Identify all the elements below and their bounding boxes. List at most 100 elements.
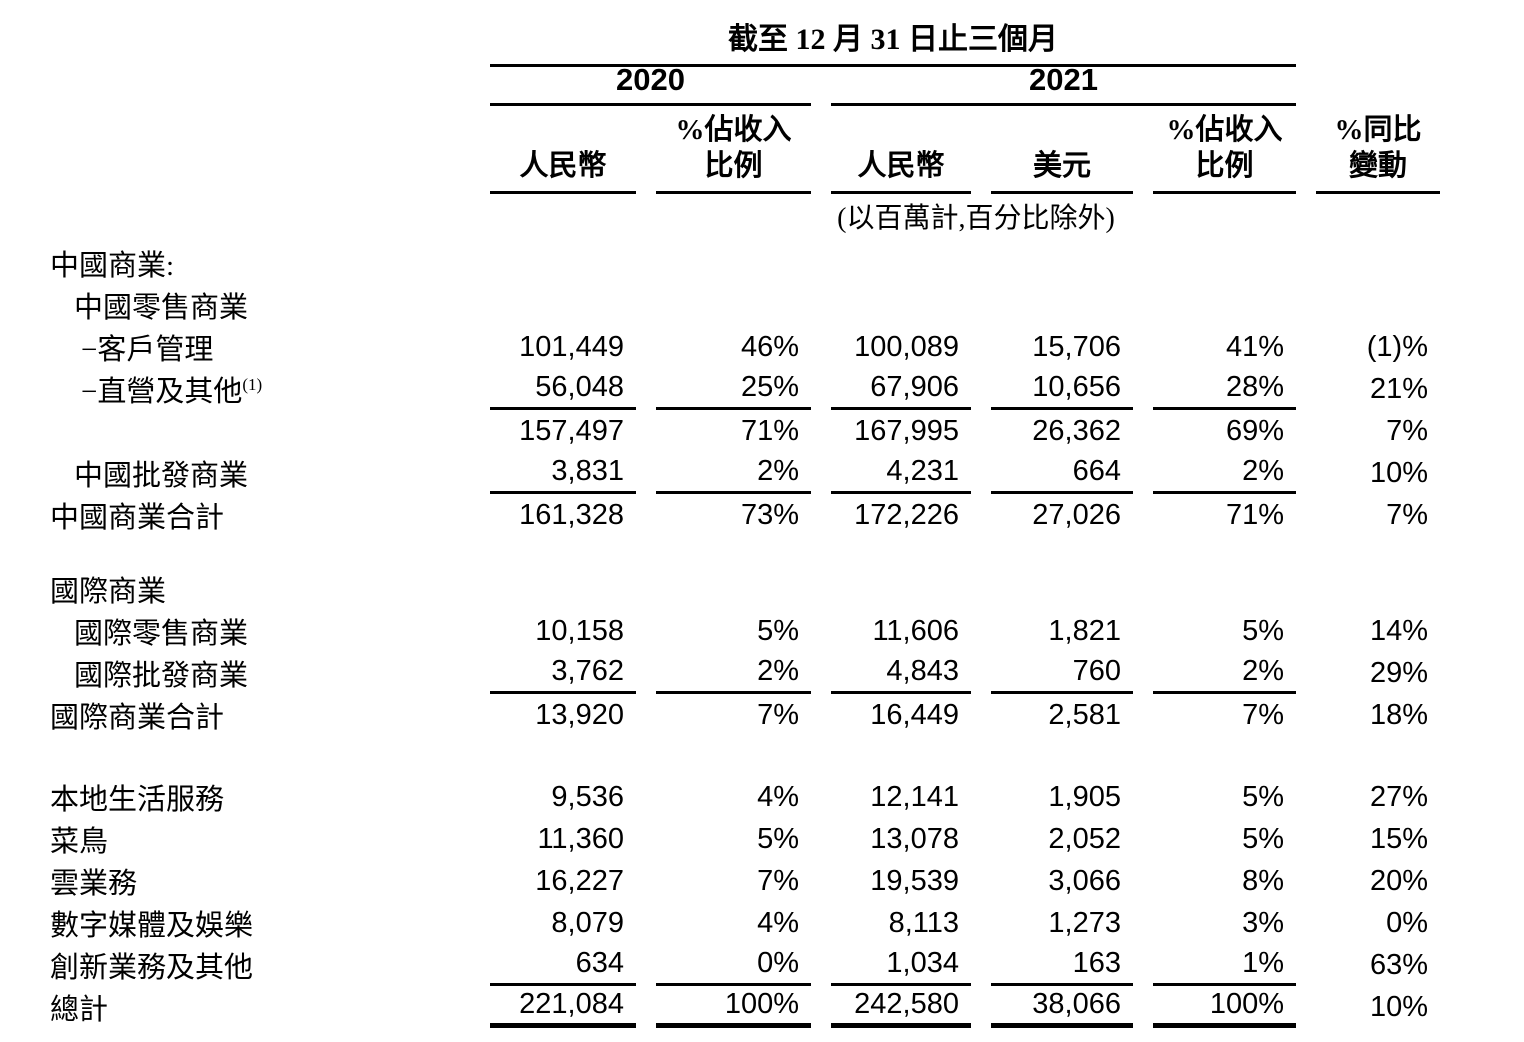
table-row: 雲業務 16,227 7% 19,539 3,066 8% 20%: [50, 860, 1524, 902]
table-row: 國際商業: [50, 568, 1524, 610]
cell-rmb-2021: 167,995: [854, 414, 959, 447]
table-row: 菜鳥 11,360 5% 13,078 2,052 5% 15%: [50, 818, 1524, 860]
column-header-label-line2: 變動: [1348, 149, 1407, 182]
column-header-rmb-2020: 人民幣: [490, 106, 636, 194]
cell-pct-revenue-2020: 7%: [757, 698, 799, 731]
column-header-label-line1: %佔收入: [1166, 114, 1283, 147]
cell-rmb-2020: 9,536: [551, 780, 624, 813]
cell-usd-2021: [991, 242, 1133, 284]
cell-pct-revenue-2021: [1153, 568, 1296, 610]
cell-pct-revenue-2020: 0%: [656, 944, 811, 986]
table-row: 中國商業:: [50, 242, 1524, 284]
year-2021-group-header: 2021: [831, 62, 1296, 106]
cell-rmb-2020: [490, 242, 636, 284]
row-label: 國際批發商業: [74, 660, 249, 692]
cell-pct-revenue-2021: 2%: [1153, 452, 1296, 494]
cell-rmb-2021: [831, 284, 971, 326]
cell-yoy-change: [1316, 568, 1440, 610]
column-header-row: 人民幣 %佔收入 比例 人民幣 美元 %佔收入 比例 %同比 變動: [50, 106, 1524, 194]
column-header-pct-revenue-2021: %佔收入 比例: [1153, 106, 1296, 194]
row-label: 中國批發商業: [74, 460, 249, 492]
cell-pct-revenue-2021: 2%: [1153, 652, 1296, 694]
row-label: 菜鳥: [50, 826, 109, 858]
cell-pct-revenue-2020: 4%: [757, 906, 799, 939]
cell-usd-2021: 26,362: [1032, 414, 1121, 447]
row-label: 創新業務及其他: [50, 952, 254, 984]
cell-pct-revenue-2020: 73%: [740, 498, 799, 531]
row-label: 數字媒體及娛樂: [50, 910, 254, 942]
cell-yoy-change: 7%: [1386, 498, 1428, 531]
cell-usd-2021: 1,821: [1048, 614, 1121, 647]
cell-yoy-change: [1316, 242, 1440, 284]
cell-pct-revenue-2020: 25%: [656, 368, 811, 410]
column-header-usd-2021: 美元: [991, 106, 1133, 194]
cell-rmb-2020: 3,831: [490, 452, 636, 494]
cell-rmb-2020: 10,158: [535, 614, 624, 647]
cell-yoy-change: 27%: [1369, 780, 1428, 813]
cell-yoy-change: 7%: [1386, 414, 1428, 447]
cell-rmb-2021: 1,034: [831, 944, 971, 986]
unit-note: (以百萬計,百分比除外): [837, 203, 1115, 234]
cell-pct-revenue-2021: 5%: [1242, 822, 1284, 855]
cell-usd-2021: 163: [991, 944, 1133, 986]
cell-yoy-change: 0%: [1386, 906, 1428, 939]
cell-pct-revenue-2021: 28%: [1153, 368, 1296, 410]
cell-rmb-2020: 3,762: [490, 652, 636, 694]
cell-usd-2021: 15,706: [1032, 330, 1121, 363]
cell-rmb-2021: 16,449: [870, 698, 959, 731]
cell-yoy-change: 14%: [1369, 614, 1428, 647]
cell-pct-revenue-2021: 71%: [1225, 498, 1284, 531]
cell-yoy-change: 20%: [1369, 864, 1428, 897]
table-title-row: 截至 12 月 31 日止三個月: [50, 14, 1524, 67]
column-header-label-line2: 比例: [704, 149, 763, 182]
cell-pct-revenue-2020: 2%: [656, 452, 811, 494]
cell-usd-2021: 27,026: [1032, 498, 1121, 531]
column-header-label: 美元: [1032, 149, 1091, 182]
row-label: [50, 410, 470, 452]
year-2020-group-header: 2020: [490, 62, 811, 106]
cell-rmb-2021: 4,843: [831, 652, 971, 694]
cell-rmb-2020: 634: [490, 944, 636, 986]
cell-pct-revenue-2020: 5%: [757, 614, 799, 647]
cell-pct-revenue-2021: 7%: [1242, 698, 1284, 731]
cell-pct-revenue-2020: 2%: [656, 652, 811, 694]
cell-usd-2021: [991, 568, 1133, 610]
table-row: 中國商業合計 161,328 73% 172,226 27,026 71% 7%: [50, 494, 1524, 536]
cell-usd-2021: 664: [991, 452, 1133, 494]
table-row: −客戶管理 101,449 46% 100,089 15,706 41% (1)%: [50, 326, 1524, 368]
cell-usd-2021: 2,052: [1048, 822, 1121, 855]
cell-usd-2021: 10,656: [991, 368, 1133, 410]
table-body: 中國商業: 中國零售商業 −客戶管理 101,449 46% 100,089 15,706 4…: [50, 242, 1524, 1028]
cell-pct-revenue-2021: 100%: [1153, 986, 1296, 1028]
column-header-label: 人民幣: [519, 149, 607, 182]
table-row: 國際零售商業 10,158 5% 11,606 1,821 5% 14%: [50, 610, 1524, 652]
cell-yoy-change: (1)%: [1366, 330, 1428, 363]
row-label: 國際商業合計: [50, 702, 225, 734]
cell-rmb-2021: 100,089: [854, 330, 959, 363]
cell-rmb-2020: [490, 284, 636, 326]
cell-rmb-2021: [831, 568, 971, 610]
cell-yoy-change: 63%: [1369, 948, 1428, 981]
cell-rmb-2020: 161,328: [519, 498, 624, 531]
cell-rmb-2021: 67,906: [831, 368, 971, 410]
cell-pct-revenue-2021: 5%: [1242, 780, 1284, 813]
cell-usd-2021: 38,066: [991, 986, 1133, 1028]
cell-pct-revenue-2021: 5%: [1242, 614, 1284, 647]
column-header-label: 人民幣: [857, 149, 945, 182]
table-row: 創新業務及其他 634 0% 1,034 163 1% 63%: [50, 944, 1524, 986]
row-label: 總計: [50, 994, 109, 1026]
cell-yoy-change: 29%: [1369, 656, 1428, 689]
cell-pct-revenue-2020: [656, 284, 811, 326]
cell-rmb-2021: 12,141: [870, 780, 959, 813]
cell-pct-revenue-2020: 71%: [740, 414, 799, 447]
table-row: 中國零售商業: [50, 284, 1524, 326]
row-label: 本地生活服務: [50, 784, 225, 816]
cell-rmb-2020: 16,227: [535, 864, 624, 897]
row-label: 國際商業: [50, 576, 167, 608]
cell-usd-2021: 1,905: [1048, 780, 1121, 813]
cell-pct-revenue-2020: [656, 568, 811, 610]
cell-rmb-2020: 157,497: [519, 414, 624, 447]
cell-pct-revenue-2021: 41%: [1225, 330, 1284, 363]
cell-pct-revenue-2021: [1153, 242, 1296, 284]
